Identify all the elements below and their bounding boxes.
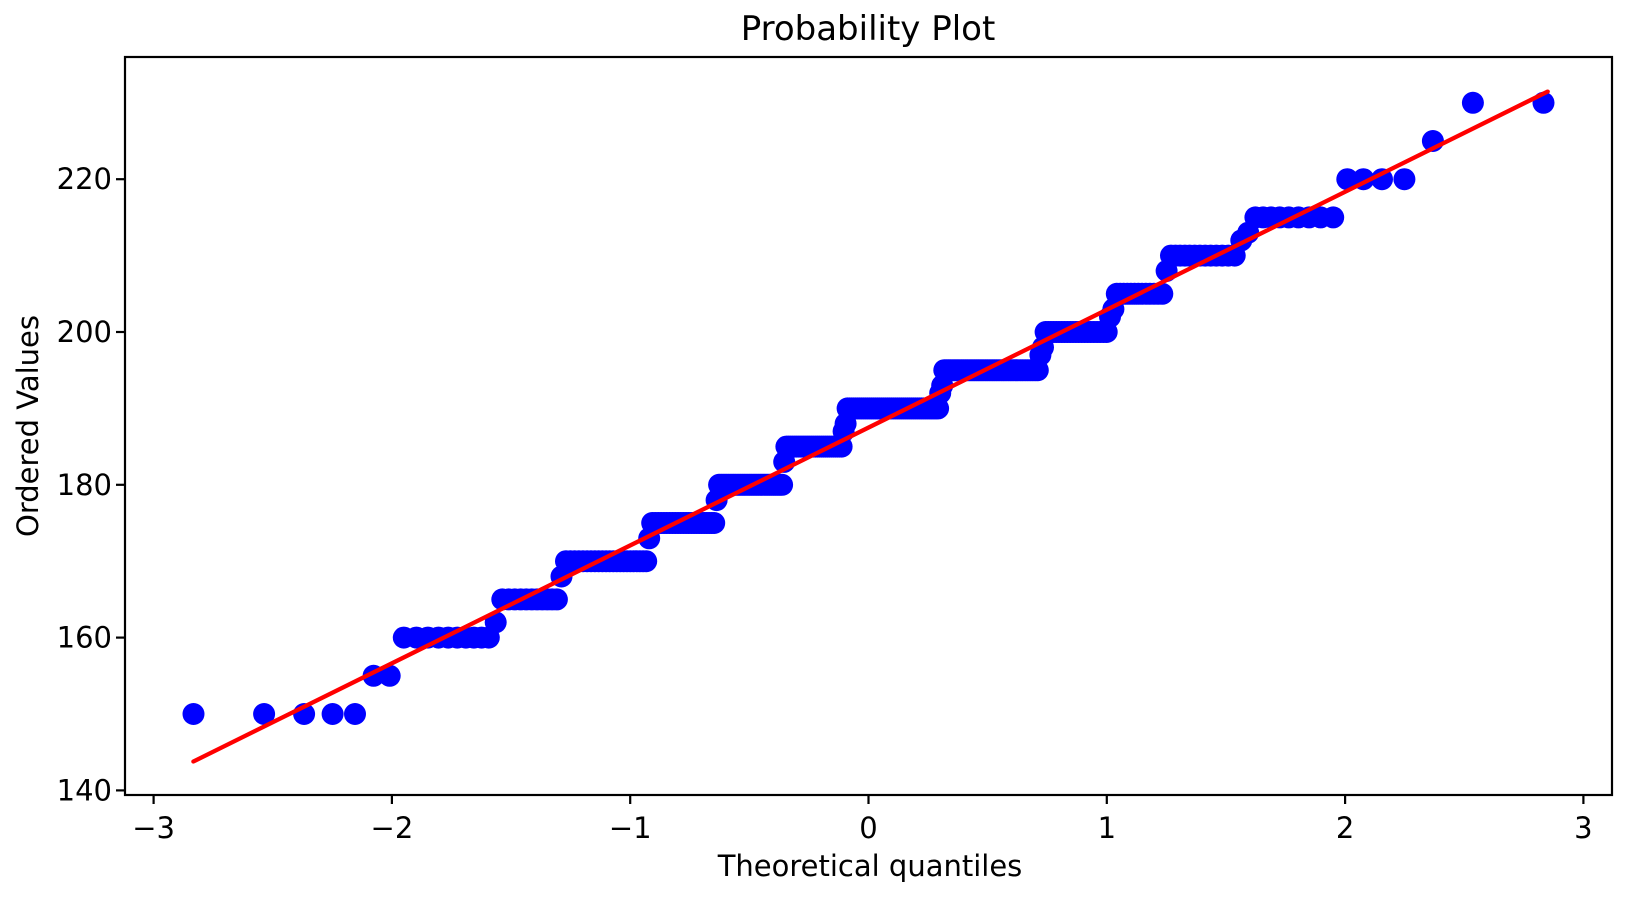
y-axis-label: Ordered Values (11, 315, 45, 537)
y-tick-label: 220 (57, 162, 112, 196)
data-point (182, 703, 205, 725)
data-point (321, 703, 344, 725)
y-tick-label: 160 (57, 621, 112, 655)
x-tick-label: −2 (371, 811, 414, 845)
fit-line-layer (191, 89, 1550, 764)
x-tick-label: −1 (609, 811, 652, 845)
y-tick-label: 140 (57, 773, 112, 807)
x-tick-label: −3 (132, 811, 175, 845)
data-point (703, 512, 726, 534)
data-point (1461, 91, 1484, 114)
x-tick-label: 3 (1574, 811, 1592, 845)
x-tick-label: 0 (859, 811, 877, 845)
data-point (253, 703, 276, 725)
x-tick-label: 1 (1098, 811, 1116, 845)
data-point (1371, 168, 1393, 191)
data-point (771, 473, 794, 496)
data-point (1151, 282, 1174, 305)
axes-layer: −3 −2 −1 0 1 2 3 140 160 180 200 220 (57, 55, 1614, 845)
y-tick-label: 200 (57, 315, 112, 349)
data-point (1322, 206, 1345, 229)
chart-title: Probability Plot (741, 9, 996, 49)
data-point (344, 703, 366, 725)
x-tick-label: 2 (1336, 811, 1354, 845)
data-point (545, 588, 568, 611)
scatter-points-layer (182, 91, 1555, 725)
y-tick-label: 180 (57, 468, 112, 502)
fit-line (191, 89, 1550, 764)
data-point (635, 550, 658, 573)
data-point (378, 664, 401, 687)
data-point (1393, 168, 1416, 191)
x-axis-label: Theoretical quantiles (717, 849, 1023, 883)
data-point (1336, 168, 1359, 191)
